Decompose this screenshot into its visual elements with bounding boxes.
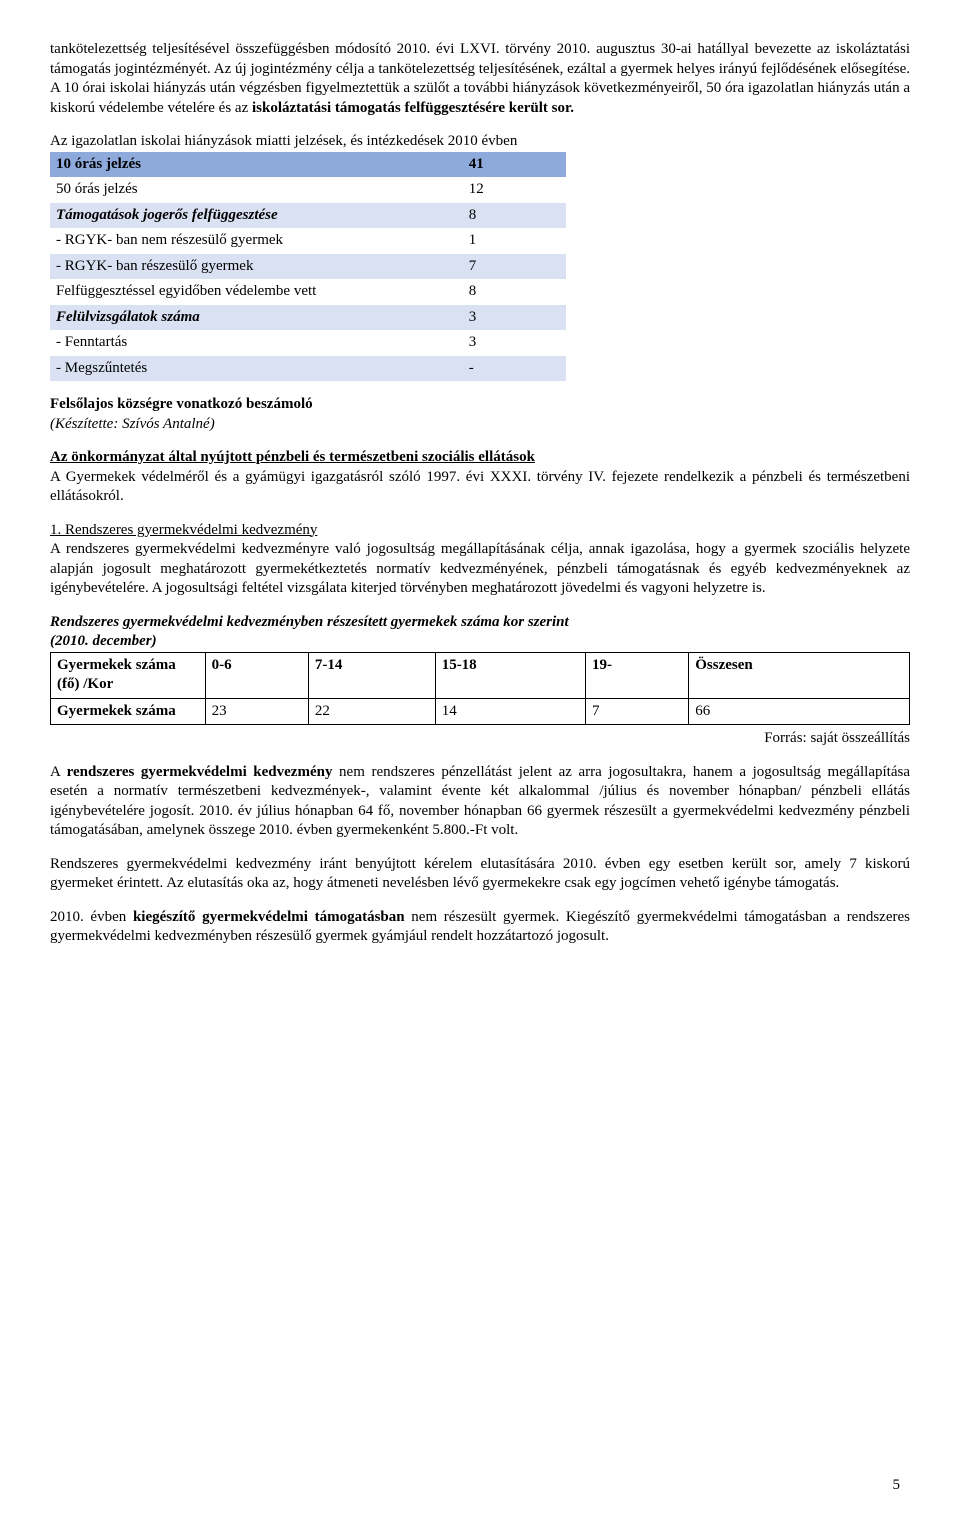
- intro-paragraph: tankötelezettség teljesítésével összefüg…: [50, 40, 910, 118]
- table-cell-label: - Fenntartás: [50, 330, 463, 356]
- table-cell-label: 50 órás jelzés: [50, 177, 463, 203]
- section2-body: A Gyermekek védelméről és a gyámügyi iga…: [50, 469, 910, 505]
- age-table-header: 7-14: [308, 652, 435, 698]
- para3: A rendszeres gyermekvédelmi kedvezmény n…: [50, 763, 910, 841]
- para5: 2010. évben kiegészítő gyermekvédelmi tá…: [50, 908, 910, 947]
- table-cell-label: - RGYK- ban részesülő gyermek: [50, 254, 463, 280]
- table-cell-value: 3: [463, 305, 566, 331]
- section1-sub: (Készítette: Szívós Antalné): [50, 416, 215, 432]
- age-table-cell: 23: [205, 698, 308, 725]
- table-cell-value: 8: [463, 279, 566, 305]
- age-table-header: Összesen: [689, 652, 910, 698]
- para4: Rendszeres gyermekvédelmi kedvezmény irá…: [50, 855, 910, 894]
- age-table-header: Gyermekek száma (fő) /Kor: [51, 652, 206, 698]
- section1-title: Felsőlajos községre vonatkozó beszámoló: [50, 396, 313, 412]
- age-table-cell: 14: [435, 698, 585, 725]
- table-cell-label: - Megszűntetés: [50, 356, 463, 382]
- table-cell-value: 3: [463, 330, 566, 356]
- table-cell-label: 10 órás jelzés: [50, 152, 463, 178]
- table-cell-label: Felülvizsgálatok száma: [50, 305, 463, 331]
- age-table-cell: 7: [585, 698, 688, 725]
- table-cell-label: Támogatások jogerős felfüggesztése: [50, 203, 463, 229]
- age-table-cell: 22: [308, 698, 435, 725]
- age-table-header: 0-6: [205, 652, 308, 698]
- intro-bold: iskoláztatási támogatás felfüggesztésére…: [252, 100, 574, 116]
- section2-title: Az önkormányzat által nyújtott pénzbeli …: [50, 449, 535, 465]
- source-label: Forrás: saját összeállítás: [50, 729, 910, 749]
- table-cell-value: 41: [463, 152, 566, 178]
- table-cell-value: -: [463, 356, 566, 382]
- table-cell-value: 12: [463, 177, 566, 203]
- table-cell-value: 1: [463, 228, 566, 254]
- table2-sub: (2010. december): [50, 633, 157, 649]
- page-number: 5: [893, 1476, 901, 1496]
- section3-body: A rendszeres gyermekvédelmi kedvezményre…: [50, 541, 910, 596]
- age-table-header: 19-: [585, 652, 688, 698]
- age-table-cell: 66: [689, 698, 910, 725]
- table2-title: Rendszeres gyermekvédelmi kedvezményben …: [50, 614, 569, 630]
- table-cell-label: - RGYK- ban nem részesülő gyermek: [50, 228, 463, 254]
- age-table-header: 15-18: [435, 652, 585, 698]
- absence-table: 10 órás jelzés4150 órás jelzés12Támogatá…: [50, 152, 566, 382]
- table-cell-value: 8: [463, 203, 566, 229]
- age-table: Gyermekek száma (fő) /Kor0-67-1415-1819-…: [50, 652, 910, 726]
- age-table-cell: Gyermekek száma: [51, 698, 206, 725]
- table1-caption: Az igazolatlan iskolai hiányzások miatti…: [50, 132, 910, 152]
- section3-title: 1. Rendszeres gyermekvédelmi kedvezmény: [50, 522, 317, 538]
- table-cell-value: 7: [463, 254, 566, 280]
- table-cell-label: Felfüggesztéssel egyidőben védelembe vet…: [50, 279, 463, 305]
